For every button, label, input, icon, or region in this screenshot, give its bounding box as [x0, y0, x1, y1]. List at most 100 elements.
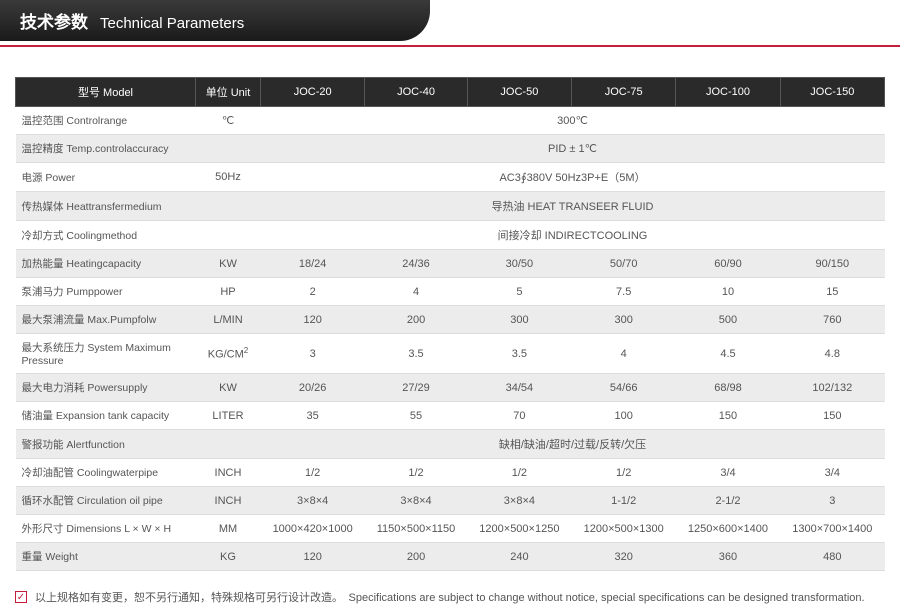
row-unit [196, 221, 261, 250]
col-m3: JOC-50 [467, 78, 571, 107]
row-unit: 50Hz [196, 163, 261, 192]
header-title-cn: 技术参数 [20, 8, 88, 33]
row-value: 34/54 [467, 374, 571, 402]
row-unit: LITER [196, 402, 261, 430]
table-row: 加热能量 HeatingcapacityKW18/2424/3630/5050/… [16, 250, 885, 278]
row-value: 3×8×4 [467, 487, 571, 515]
row-value: 7.5 [572, 278, 676, 306]
row-unit: KG/CM2 [196, 334, 261, 374]
row-value: 1200×500×1250 [467, 515, 571, 543]
row-span-value: PID ± 1℃ [261, 135, 885, 163]
table-row: 温控范围 Controlrange℃300℃ [16, 107, 885, 135]
row-value: 1-1/2 [572, 487, 676, 515]
row-value: 150 [780, 402, 884, 430]
row-unit [196, 135, 261, 163]
table-row: 最大系统压力 System Maximum PressureKG/CM233.5… [16, 334, 885, 374]
row-label: 电源 Power [16, 163, 196, 192]
table-row: 温控精度 Temp.controlaccuracy PID ± 1℃ [16, 135, 885, 163]
row-value: 240 [467, 543, 571, 571]
row-value: 20/26 [261, 374, 365, 402]
row-label: 警报功能 Alertfunction [16, 430, 196, 459]
row-label: 外形尺寸 Dimensions L × W × H [16, 515, 196, 543]
row-value: 500 [676, 306, 780, 334]
row-value: 1/2 [467, 459, 571, 487]
row-unit: KG [196, 543, 261, 571]
row-unit: MM [196, 515, 261, 543]
row-unit: HP [196, 278, 261, 306]
row-label: 重量 Weight [16, 543, 196, 571]
row-unit: KW [196, 250, 261, 278]
row-value: 68/98 [676, 374, 780, 402]
spec-table: 型号 Model 单位 Unit JOC-20 JOC-40 JOC-50 JO… [15, 77, 885, 571]
row-value: 3.5 [365, 334, 467, 374]
row-value: 24/36 [365, 250, 467, 278]
row-value: 50/70 [572, 250, 676, 278]
row-label: 温控范围 Controlrange [16, 107, 196, 135]
row-label: 泵浦马力 Pumppower [16, 278, 196, 306]
row-value: 120 [261, 306, 365, 334]
row-value: 760 [780, 306, 884, 334]
row-value: 3.5 [467, 334, 571, 374]
row-unit [196, 192, 261, 221]
col-m5: JOC-100 [676, 78, 780, 107]
row-value: 4 [365, 278, 467, 306]
row-value: 55 [365, 402, 467, 430]
row-value: 30/50 [467, 250, 571, 278]
table-row: 重量 WeightKG120200240320360480 [16, 543, 885, 571]
row-span-value: 导热油 HEAT TRANSEER FLUID [261, 192, 885, 221]
row-value: 3 [261, 334, 365, 374]
row-value: 70 [467, 402, 571, 430]
row-value: 1300×700×1400 [780, 515, 884, 543]
row-value: 10 [676, 278, 780, 306]
row-value: 1200×500×1300 [572, 515, 676, 543]
row-value: 18/24 [261, 250, 365, 278]
row-value: 2-1/2 [676, 487, 780, 515]
row-unit: INCH [196, 487, 261, 515]
table-header-row: 型号 Model 单位 Unit JOC-20 JOC-40 JOC-50 JO… [16, 78, 885, 107]
row-label: 温控精度 Temp.controlaccuracy [16, 135, 196, 163]
row-value: 1150×500×1150 [365, 515, 467, 543]
row-value: 480 [780, 543, 884, 571]
row-value: 4.5 [676, 334, 780, 374]
row-value: 150 [676, 402, 780, 430]
col-m1: JOC-20 [261, 78, 365, 107]
col-m2: JOC-40 [365, 78, 467, 107]
row-value: 4.8 [780, 334, 884, 374]
row-value: 300 [572, 306, 676, 334]
red-divider [0, 45, 900, 47]
row-value: 90/150 [780, 250, 884, 278]
col-m4: JOC-75 [572, 78, 676, 107]
row-value: 200 [365, 306, 467, 334]
table-row: 电源 Power50HzAC3∮380V 50Hz3P+E（5M） [16, 163, 885, 192]
row-value: 60/90 [676, 250, 780, 278]
row-value: 320 [572, 543, 676, 571]
row-span-value: 300℃ [261, 107, 885, 135]
row-value: 3×8×4 [365, 487, 467, 515]
check-icon: ✓ [15, 591, 27, 603]
row-value: 1250×600×1400 [676, 515, 780, 543]
row-value: 3 [780, 487, 884, 515]
row-unit: L/MIN [196, 306, 261, 334]
row-value: 120 [261, 543, 365, 571]
table-row: 冷却方式 Coolingmethod间接冷却 INDIRECTCOOLING [16, 221, 885, 250]
table-row: 传热媒体 Heattransfermedium导热油 HEAT TRANSEER… [16, 192, 885, 221]
row-value: 4 [572, 334, 676, 374]
row-value: 360 [676, 543, 780, 571]
row-value: 200 [365, 543, 467, 571]
row-span-value: 缺相/缺油/超时/过载/反转/欠压 [261, 430, 885, 459]
row-unit: INCH [196, 459, 261, 487]
table-row: 循环水配管 Circulation oil pipeINCH3×8×43×8×4… [16, 487, 885, 515]
row-span-value: 间接冷却 INDIRECTCOOLING [261, 221, 885, 250]
table-row: 外形尺寸 Dimensions L × W × HMM1000×420×1000… [16, 515, 885, 543]
row-unit [196, 430, 261, 459]
row-value: 100 [572, 402, 676, 430]
row-value: 15 [780, 278, 884, 306]
row-value: 1/2 [261, 459, 365, 487]
table-row: 泵浦马力 PumppowerHP2457.51015 [16, 278, 885, 306]
row-span-value: AC3∮380V 50Hz3P+E（5M） [261, 163, 885, 192]
row-value: 300 [467, 306, 571, 334]
row-value: 27/29 [365, 374, 467, 402]
row-unit: KW [196, 374, 261, 402]
row-value: 2 [261, 278, 365, 306]
footer-text: 以上规格如有变更，恕不另行通知，特殊规格可另行设计改造。 Specificati… [35, 589, 865, 605]
